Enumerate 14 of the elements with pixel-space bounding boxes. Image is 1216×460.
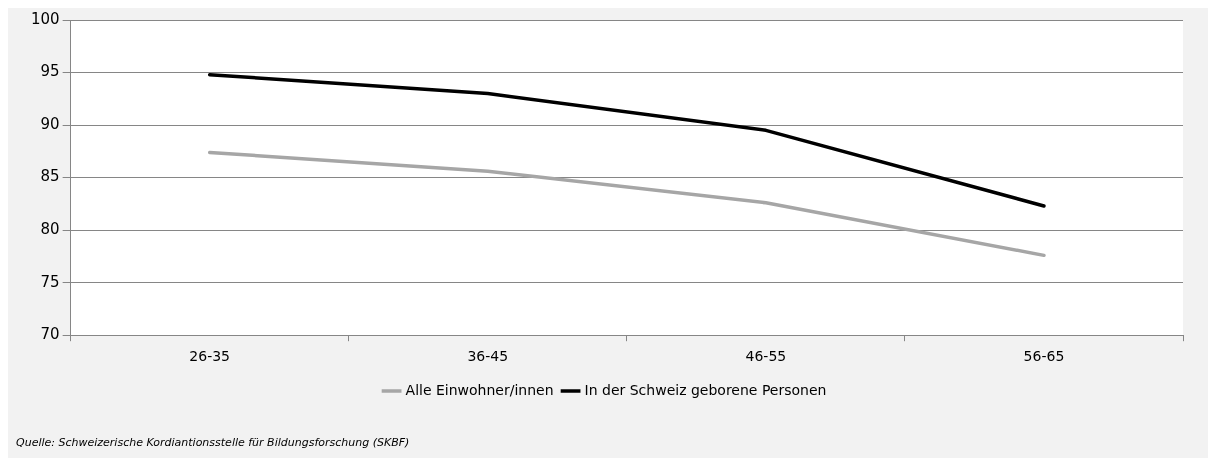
- x-tick-label: 56-65: [1023, 348, 1065, 365]
- y-tick-label: 75: [40, 272, 60, 291]
- legend-label: Alle Einwohner/innen: [405, 381, 554, 398]
- source-note: Quelle: Schweizerische Kordiantionsstelle für Bildungsforschung (SKBF): [16, 436, 410, 449]
- x-tick-label: 46-55: [745, 348, 787, 365]
- legend-label: In der Schweiz geborene Personen: [584, 381, 827, 398]
- y-tick-label: 90: [40, 114, 60, 133]
- y-tick-label: 70: [40, 325, 60, 344]
- x-tick-label: 26-35: [189, 348, 231, 365]
- y-tick-label: 100: [30, 9, 60, 28]
- y-tick-label: 80: [40, 220, 60, 239]
- y-tick-label: 85: [40, 167, 60, 186]
- y-tick-label: 95: [40, 62, 60, 81]
- x-tick-label: 36-45: [467, 348, 509, 365]
